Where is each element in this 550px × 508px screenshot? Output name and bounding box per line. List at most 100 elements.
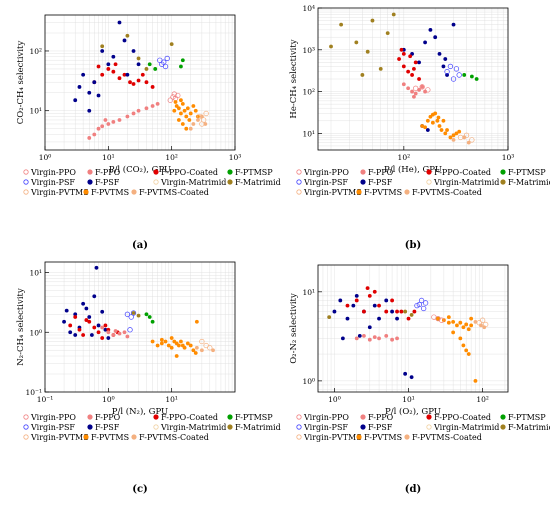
series-f-psf — [73, 20, 141, 113]
data-point — [461, 325, 466, 330]
data-point — [451, 22, 456, 27]
data-point — [450, 76, 457, 82]
data-point — [73, 312, 78, 317]
data-point — [469, 137, 475, 143]
data-point — [365, 49, 370, 54]
legend-label: F-PVTMS — [364, 433, 402, 442]
data-point — [188, 343, 193, 348]
legend-label: F-PPO — [95, 168, 121, 177]
legend-label: F-PVTMS-Coated — [139, 433, 209, 442]
data-point — [87, 90, 92, 95]
panel-c: 10⁻¹ 10⁰ 10¹ 10⁻¹ 10⁰ 10¹ P/l (N₂), GPU N₂-CH₄ … — [16, 261, 281, 495]
data-point — [113, 329, 118, 333]
x-tick-label: 10¹ — [102, 153, 115, 162]
legend-label: F-PPO-Coated — [434, 413, 491, 422]
data-point — [87, 315, 92, 319]
data-point — [463, 132, 470, 138]
legend-marker — [23, 169, 29, 175]
series-f-ptmsp — [147, 58, 185, 71]
legend-label: F-Matrimid — [508, 178, 550, 187]
x-tick-label: 10² — [476, 395, 489, 404]
data-point — [417, 60, 421, 65]
legend-label: Virgin-PSF — [303, 178, 348, 187]
data-point — [125, 334, 130, 339]
x-tick-label: 10³ — [229, 153, 242, 162]
data-point — [203, 122, 208, 126]
data-point — [131, 111, 136, 116]
data-point — [131, 82, 136, 86]
series-f-ptmsp — [144, 312, 155, 324]
legend-label: Virgin-PPO — [30, 413, 76, 422]
data-point — [479, 323, 483, 328]
data-point — [412, 94, 416, 99]
series-virgin-ppo — [413, 84, 431, 93]
data-point — [479, 317, 486, 323]
data-point — [180, 122, 185, 126]
panel-label: (a) — [132, 240, 148, 251]
data-point — [111, 333, 116, 337]
legend-marker — [500, 414, 506, 420]
data-point — [430, 120, 435, 125]
data-point — [131, 49, 136, 53]
plot-frame — [317, 7, 509, 151]
data-point — [174, 354, 179, 358]
legend-marker — [87, 424, 93, 430]
data-point — [445, 128, 449, 132]
data-point — [425, 87, 431, 93]
data-point — [451, 137, 456, 142]
legend-marker — [296, 169, 302, 175]
data-point — [397, 57, 401, 61]
data-point — [182, 345, 187, 350]
legend-label: F-PVTMS-Coated — [139, 188, 209, 197]
series-f-pvtms-coated — [473, 319, 487, 330]
data-point — [73, 315, 78, 319]
data-point — [111, 54, 116, 59]
grid-lines — [318, 7, 509, 151]
legend-marker — [404, 434, 410, 440]
series-f-matrimid — [100, 33, 174, 71]
data-point — [153, 67, 158, 71]
legend-marker — [227, 169, 233, 175]
data-point — [96, 64, 101, 69]
data-point — [92, 294, 97, 299]
series-f-ppo — [354, 333, 399, 342]
data-point — [447, 63, 454, 70]
data-point — [87, 108, 92, 113]
data-point — [84, 318, 89, 322]
grid-lines — [317, 264, 508, 392]
data-point — [385, 31, 390, 36]
y-tick-label: 10⁰ — [302, 377, 315, 386]
data-point — [100, 309, 105, 314]
data-point — [203, 110, 209, 117]
data-point — [428, 27, 433, 32]
data-point — [409, 375, 414, 380]
data-point — [84, 306, 89, 311]
plot-frame — [44, 14, 236, 151]
data-point — [103, 323, 108, 328]
data-point — [193, 108, 198, 113]
data-point — [410, 73, 414, 77]
y-tick-label: 10⁴ — [302, 4, 315, 13]
data-point — [406, 316, 411, 321]
data-point — [117, 20, 122, 25]
data-point — [167, 97, 173, 103]
legend-marker — [426, 414, 432, 420]
data-point — [144, 106, 149, 111]
data-point — [338, 298, 343, 303]
x-tick-label: 10² — [165, 153, 178, 162]
data-point — [113, 62, 118, 67]
data-point — [437, 51, 442, 56]
data-point — [443, 57, 448, 61]
data-point — [417, 77, 421, 81]
data-point — [444, 68, 450, 75]
data-point — [155, 343, 160, 348]
grid-lines — [44, 262, 236, 393]
data-point — [179, 111, 183, 116]
data-point — [419, 84, 425, 90]
data-point — [155, 102, 160, 106]
y-tick-label: 10¹ — [29, 107, 42, 116]
data-point — [94, 265, 99, 270]
series-virgin-psf — [157, 55, 170, 70]
data-point — [464, 348, 469, 353]
x-axis-label: P/l (CO₂), GPU — [109, 164, 171, 175]
